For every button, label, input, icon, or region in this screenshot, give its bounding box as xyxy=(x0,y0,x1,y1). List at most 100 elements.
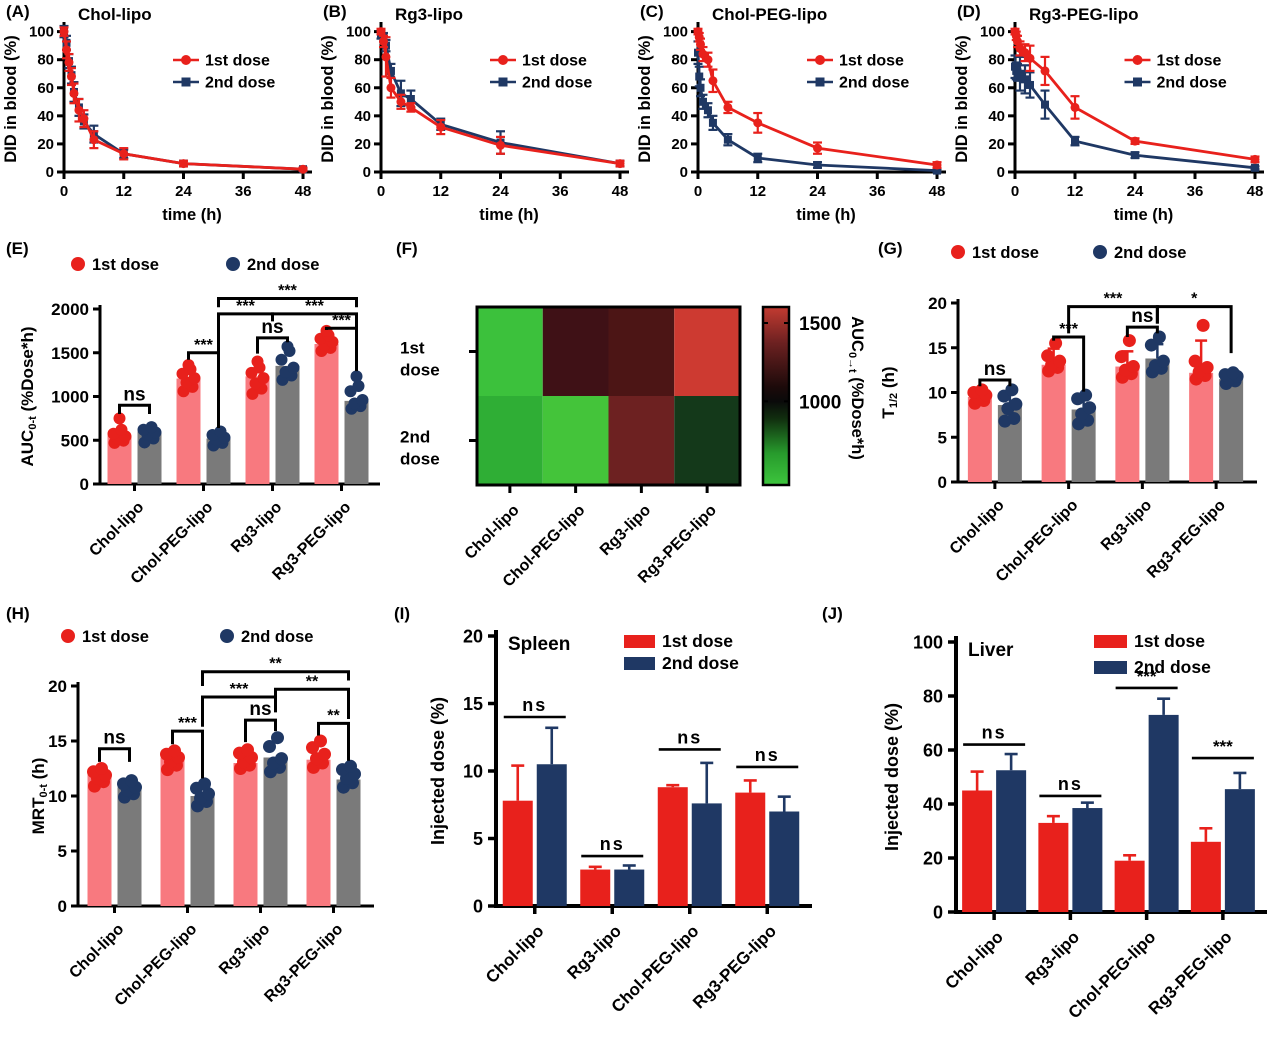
bar-1st dose xyxy=(735,792,766,906)
scatter-dot xyxy=(1114,350,1128,364)
panel-I-tag: (I) xyxy=(394,604,411,623)
scatter-dot xyxy=(356,394,369,406)
category-label: Rg3-lipo xyxy=(216,921,273,978)
chart-C-blood-clearance: 0 20 40 60 80 100 0 12 24 36 48 time (h) DID in bloo… xyxy=(636,5,946,224)
bar-1st dose xyxy=(233,763,258,906)
data-point xyxy=(298,164,308,174)
data-point xyxy=(698,97,707,106)
legend-label: 2nd dose xyxy=(1157,75,1227,92)
panel-H-tag: (H) xyxy=(6,604,30,623)
sig-label: *** xyxy=(1137,667,1157,686)
scatter-dot xyxy=(1122,334,1136,348)
scatter-dot xyxy=(287,361,300,374)
y-tick-label: 15 xyxy=(48,732,67,751)
x-tick-label: 24 xyxy=(1127,183,1144,200)
legend-label: 2nd dose xyxy=(839,75,909,92)
scatter-dot xyxy=(145,421,158,434)
scatter-dot xyxy=(1152,330,1166,344)
heat-cell-Rg3-lipo-1st xyxy=(608,307,675,396)
data-point xyxy=(1040,66,1050,76)
legend-label: 2nd dose xyxy=(241,628,313,646)
bar-2nd dose xyxy=(336,779,361,906)
panel-H: (H) 0 5 10 15 20 MRT0-t (h) Chol-lipo Chol-PEG-… xyxy=(0,602,388,1058)
bar-2nd dose xyxy=(769,811,800,906)
data-point xyxy=(753,118,763,128)
panel-G: (G) 0 5 10 15 20 T1/2 (h) Chol-lipo Chol-PEG-li… xyxy=(872,237,1269,602)
y-tick-label: 0 xyxy=(997,164,1005,181)
panel-J: (J) 0 20 40 60 80 100 Injected dose (%) Liver Ch… xyxy=(816,602,1269,1058)
y-tick-label: 20 xyxy=(463,627,483,647)
y-tick-label: 10 xyxy=(48,787,67,806)
panel-F: (F) 1st dose 2nd dose Chol-lipo Chol-PEG-lipo… xyxy=(390,237,870,602)
data-point xyxy=(1011,62,1019,71)
y-tick-label: 5 xyxy=(58,842,67,861)
bar-1st dose xyxy=(1038,822,1069,912)
bar-1st dose xyxy=(306,759,331,906)
data-point xyxy=(1251,163,1259,172)
legend-label: 1st dose xyxy=(1134,631,1205,651)
data-point xyxy=(406,102,416,112)
heat-cell-Chol-PEG-lipo-1st xyxy=(542,307,609,396)
panel-A-tag: (A) xyxy=(6,2,30,21)
heatmap-category-label: Rg3-lipo xyxy=(597,502,654,559)
panel-E: (E) 0 500 1000 1500 2000 AUC0-t (%Dose*h) Chol… xyxy=(0,237,390,602)
panel-title: Rg3-PEG-lipo xyxy=(1029,5,1139,24)
sig-label: ns xyxy=(982,723,1007,743)
x-tick-label: 36 xyxy=(235,183,252,200)
sig-label: *** xyxy=(194,337,213,354)
category-label: Rg3-lipo xyxy=(1022,927,1084,989)
bar-1st dose xyxy=(87,774,112,906)
sig-bracket xyxy=(1155,305,1233,354)
scatter-dot xyxy=(1053,354,1067,368)
y-axis-label: Injected dose (%) xyxy=(882,703,902,851)
chart-A-blood-clearance: 0 20 40 60 80 100 0 12 24 36 48 time (h) DID in bloo… xyxy=(2,5,312,224)
chart-E-auc-bars: 0 500 1000 1500 2000 AUC0-t (%Dose*h) Chol-lip… xyxy=(18,256,380,588)
data-point xyxy=(1016,69,1024,78)
scatter-dot xyxy=(1079,388,1093,402)
scatter-dot xyxy=(1156,354,1170,368)
y-tick-label: 60 xyxy=(923,741,943,761)
x-tick-label: 24 xyxy=(175,183,192,200)
scatter-dot xyxy=(1049,336,1063,350)
bar-2nd dose xyxy=(117,787,142,906)
scatter-dot xyxy=(344,759,357,773)
data-point xyxy=(69,88,79,98)
y-tick-label: 80 xyxy=(354,52,371,69)
y-tick-label: 20 xyxy=(928,294,947,313)
sig-bracket xyxy=(171,729,204,779)
sig-label: ns xyxy=(123,384,145,405)
sig-bracket xyxy=(317,721,350,761)
colorbar-tick-label: 1000 xyxy=(799,392,841,413)
scatter-dot xyxy=(1041,349,1055,363)
data-point xyxy=(813,143,823,153)
legend-marker xyxy=(1093,245,1107,259)
data-point xyxy=(1071,137,1079,146)
bar-1st dose xyxy=(1190,841,1221,912)
scatter-dot xyxy=(1005,383,1019,397)
scatter-dot xyxy=(257,372,270,385)
data-point xyxy=(723,102,733,112)
legend-label: 1st dose xyxy=(839,53,904,70)
sig-label: *** xyxy=(305,298,324,315)
y-tick-label: 40 xyxy=(354,108,371,125)
data-point xyxy=(703,55,713,65)
x-tick-label: 12 xyxy=(432,183,449,200)
sig-label: *** xyxy=(230,681,249,698)
legend-label: 1st dose xyxy=(205,53,270,70)
legend-marker-2nd-dose xyxy=(181,77,191,87)
y-tick-label: 15 xyxy=(463,694,483,714)
sig-bracket xyxy=(1125,325,1159,338)
legend-marker-2nd-dose xyxy=(1133,77,1142,87)
sig-label: ** xyxy=(269,656,282,673)
panel-title: Rg3-lipo xyxy=(395,5,463,24)
heatmap-category-label: Chol-lipo xyxy=(462,502,523,563)
sig-bracket xyxy=(256,336,289,354)
panel-F-tag: (F) xyxy=(396,239,418,258)
legend-label: 2nd dose xyxy=(247,256,319,274)
bar-2nd dose xyxy=(263,757,288,906)
bar-2nd dose xyxy=(275,365,300,484)
y-tick-label: 10 xyxy=(928,384,947,403)
legend-label: 2nd dose xyxy=(1114,244,1186,262)
bar-2nd dose xyxy=(536,764,567,906)
